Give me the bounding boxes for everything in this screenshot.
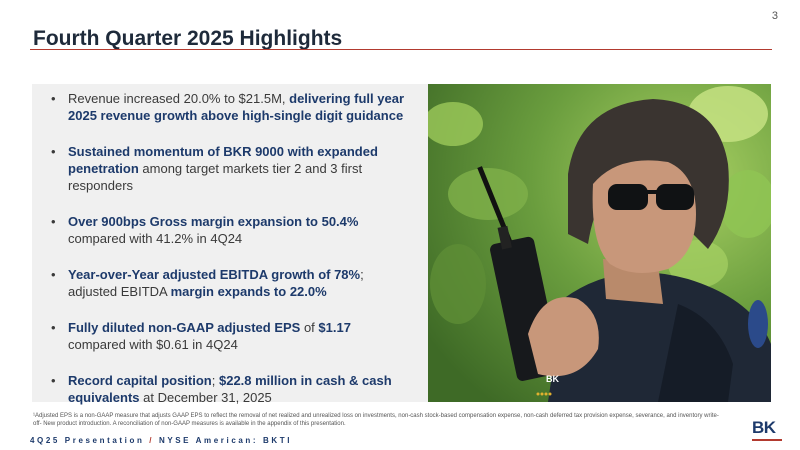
company-logo: BK [752,418,782,444]
bullet-dot-icon: • [51,320,56,335]
bullet-dot-icon: • [51,214,56,229]
officer-radio-illustration: BK [428,84,771,402]
title-divider [30,49,772,50]
bullet-dot-icon: • [51,373,56,388]
officer-radio-photo: BK [428,84,771,402]
footer-separator: / [149,436,155,445]
highlight-bullet: • Revenue increased 20.0% to $21.5M, deli… [32,90,428,124]
bullet-dot-icon: • [51,91,56,106]
bullet-dot-icon: • [51,267,56,282]
highlight-emphasis: Year-over-Year adjusted EBITDA growth of… [68,267,361,282]
highlight-text: ; adjusted EBITDA [68,267,364,299]
page-number: 3 [771,10,778,22]
highlight-bullet: • Over 900bps Gross margin expansion to 5… [32,213,428,247]
slide-title: Fourth Quarter 2025 Highlights [33,27,343,50]
highlights-list: • Revenue increased 20.0% to $21.5M, deli… [32,90,428,425]
footer-ticker: NYSE American: BKTI [158,436,293,445]
highlight-text: ; [211,373,219,388]
highlight-bullet: • Record capital position; $22.8 million … [32,372,428,406]
highlight-text: among target markets tier 2 and 3 first … [68,161,363,193]
footer: 4Q25 Presentation / NYSE American: BKTI [30,436,292,445]
highlight-text: Revenue increased 20.0% to $21.5M, [68,91,290,106]
highlight-text: of [303,320,319,335]
highlight-emphasis: Sustained momentum of BKR 9000 with expa… [68,144,378,176]
highlight-emphasis: margin expands to 22.0% [170,284,327,299]
highlight-emphasis: Fully diluted non-GAAP adjusted EPS [68,320,304,335]
radio-brand-label: BK [546,374,559,384]
logo-underline [752,439,782,441]
bullet-dot-icon: • [51,144,56,159]
highlight-text: compared with 41.2% in 4Q24 [68,231,243,246]
logo-text: BK [752,418,776,437]
footnote: ¹Adjusted EPS is a non-GAAP measure that… [33,413,719,427]
highlight-emphasis: $22.8 million in cash & cash equivalents [68,373,392,405]
highlight-emphasis: delivering full year 2025 revenue growth… [68,91,405,123]
highlight-text: compared with $0.61 in 4Q24 [68,337,238,352]
highlight-emphasis: $1.17 [318,320,351,335]
highlight-emphasis: Record capital position [68,373,212,388]
highlight-bullet: • Sustained momentum of BKR 9000 with exp… [32,143,428,194]
highlight-emphasis: Over 900bps Gross margin expansion to 50… [68,214,359,229]
highlight-bullet: • Fully diluted non-GAAP adjusted EPS of … [32,319,428,353]
highlights-panel: • Revenue increased 20.0% to $21.5M, deli… [32,84,428,405]
footer-presentation: 4Q25 Presentation [30,436,145,445]
highlight-text: at December 31, 2025 [139,390,272,405]
highlight-bullet: • Year-over-Year adjusted EBITDA growth o… [32,266,428,300]
